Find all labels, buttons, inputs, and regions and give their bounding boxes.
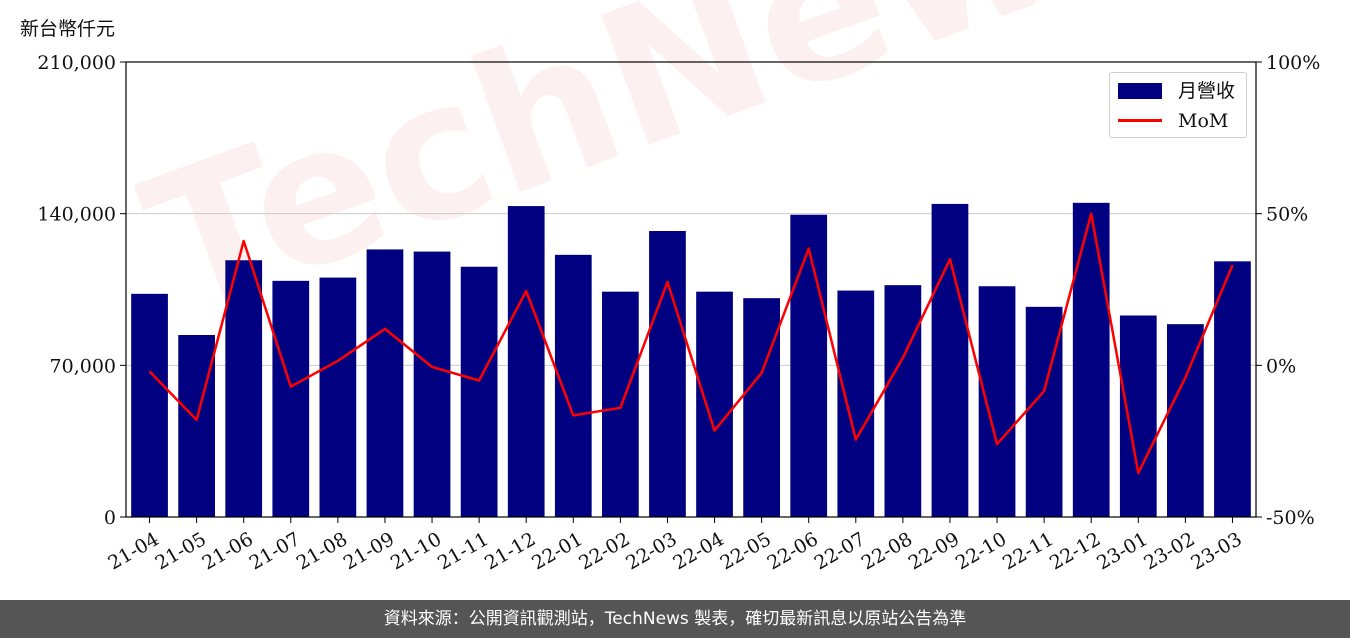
bar	[1119, 315, 1157, 517]
bar	[554, 254, 592, 518]
x-tick-label: 22-02	[575, 528, 633, 574]
bar	[931, 203, 969, 517]
x-tick-label: 22-07	[811, 528, 869, 574]
x-tick-label: 23-02	[1140, 528, 1198, 574]
x-tick-label: 22-03	[622, 528, 680, 574]
left-tick-label: 210,000	[37, 52, 116, 74]
x-tick-label: 22-12	[1046, 528, 1104, 574]
right-tick-label: 0%	[1266, 355, 1296, 377]
bar	[178, 335, 215, 517]
bar	[460, 266, 498, 517]
bar	[507, 206, 545, 518]
x-tick-label: 22-08	[858, 528, 916, 574]
x-tick-label: 23-03	[1187, 528, 1245, 574]
y-unit-label: 新台幣仟元	[20, 18, 116, 40]
bar	[978, 286, 1016, 517]
bar	[272, 280, 310, 517]
x-tick-label: 22-05	[716, 528, 774, 574]
x-tick-label: 21-08	[293, 528, 351, 574]
bar	[649, 231, 686, 517]
chart: 070,000140,000210,000-50%0%50%100%21-042…	[37, 52, 1320, 574]
x-tick-label: 22-09	[905, 528, 963, 574]
left-tick-label: 140,000	[37, 204, 116, 226]
plot-frame	[125, 61, 1257, 518]
legend-label-bar: 月營收	[1178, 80, 1236, 102]
bar	[1072, 202, 1110, 518]
legend-swatch-line	[1118, 119, 1162, 122]
bar	[1167, 324, 1204, 517]
bar	[413, 251, 451, 518]
bar	[743, 298, 780, 517]
legend: 月營收 MoM	[1109, 72, 1247, 138]
legend-label-line: MoM	[1178, 110, 1229, 132]
bar	[696, 291, 733, 517]
bar	[131, 293, 168, 517]
left-tick-label: 70,000	[50, 355, 116, 377]
right-tick-label: 100%	[1266, 52, 1320, 74]
bar	[319, 277, 357, 517]
x-tick-label: 21-11	[434, 528, 492, 574]
bar	[884, 285, 922, 517]
bar	[366, 249, 404, 517]
mom-line	[148, 212, 1234, 475]
x-tick-label: 22-01	[528, 528, 586, 574]
legend-swatch-bar	[1118, 83, 1162, 99]
x-tick-label: 22-10	[952, 528, 1010, 574]
bar	[1214, 261, 1251, 517]
x-tick-label: 22-11	[999, 528, 1057, 574]
legend-item-bar: 月營收	[1118, 79, 1244, 103]
x-tick-label: 21-05	[151, 528, 209, 574]
left-tick-label: 0	[104, 507, 116, 529]
right-tick-label: 50%	[1266, 204, 1308, 226]
legend-item-line: MoM	[1118, 109, 1244, 133]
bar	[225, 260, 263, 517]
right-tick-label: -50%	[1266, 507, 1315, 529]
x-tick-label: 23-01	[1093, 528, 1151, 574]
x-tick-label: 21-12	[481, 528, 539, 574]
x-tick-label: 21-10	[387, 528, 445, 574]
x-tick-label: 21-06	[199, 528, 257, 574]
x-tick-label: 21-09	[340, 528, 398, 574]
bar	[790, 214, 828, 517]
x-tick-label: 21-04	[104, 528, 162, 574]
footer-source-note: 資料來源：公開資訊觀測站，TechNews 製表，確切最新訊息以原站公告為準	[0, 600, 1350, 638]
bar	[837, 290, 875, 517]
x-tick-label: 22-04	[669, 528, 727, 574]
x-tick-label: 21-07	[246, 528, 304, 574]
x-tick-label: 22-06	[764, 528, 822, 574]
